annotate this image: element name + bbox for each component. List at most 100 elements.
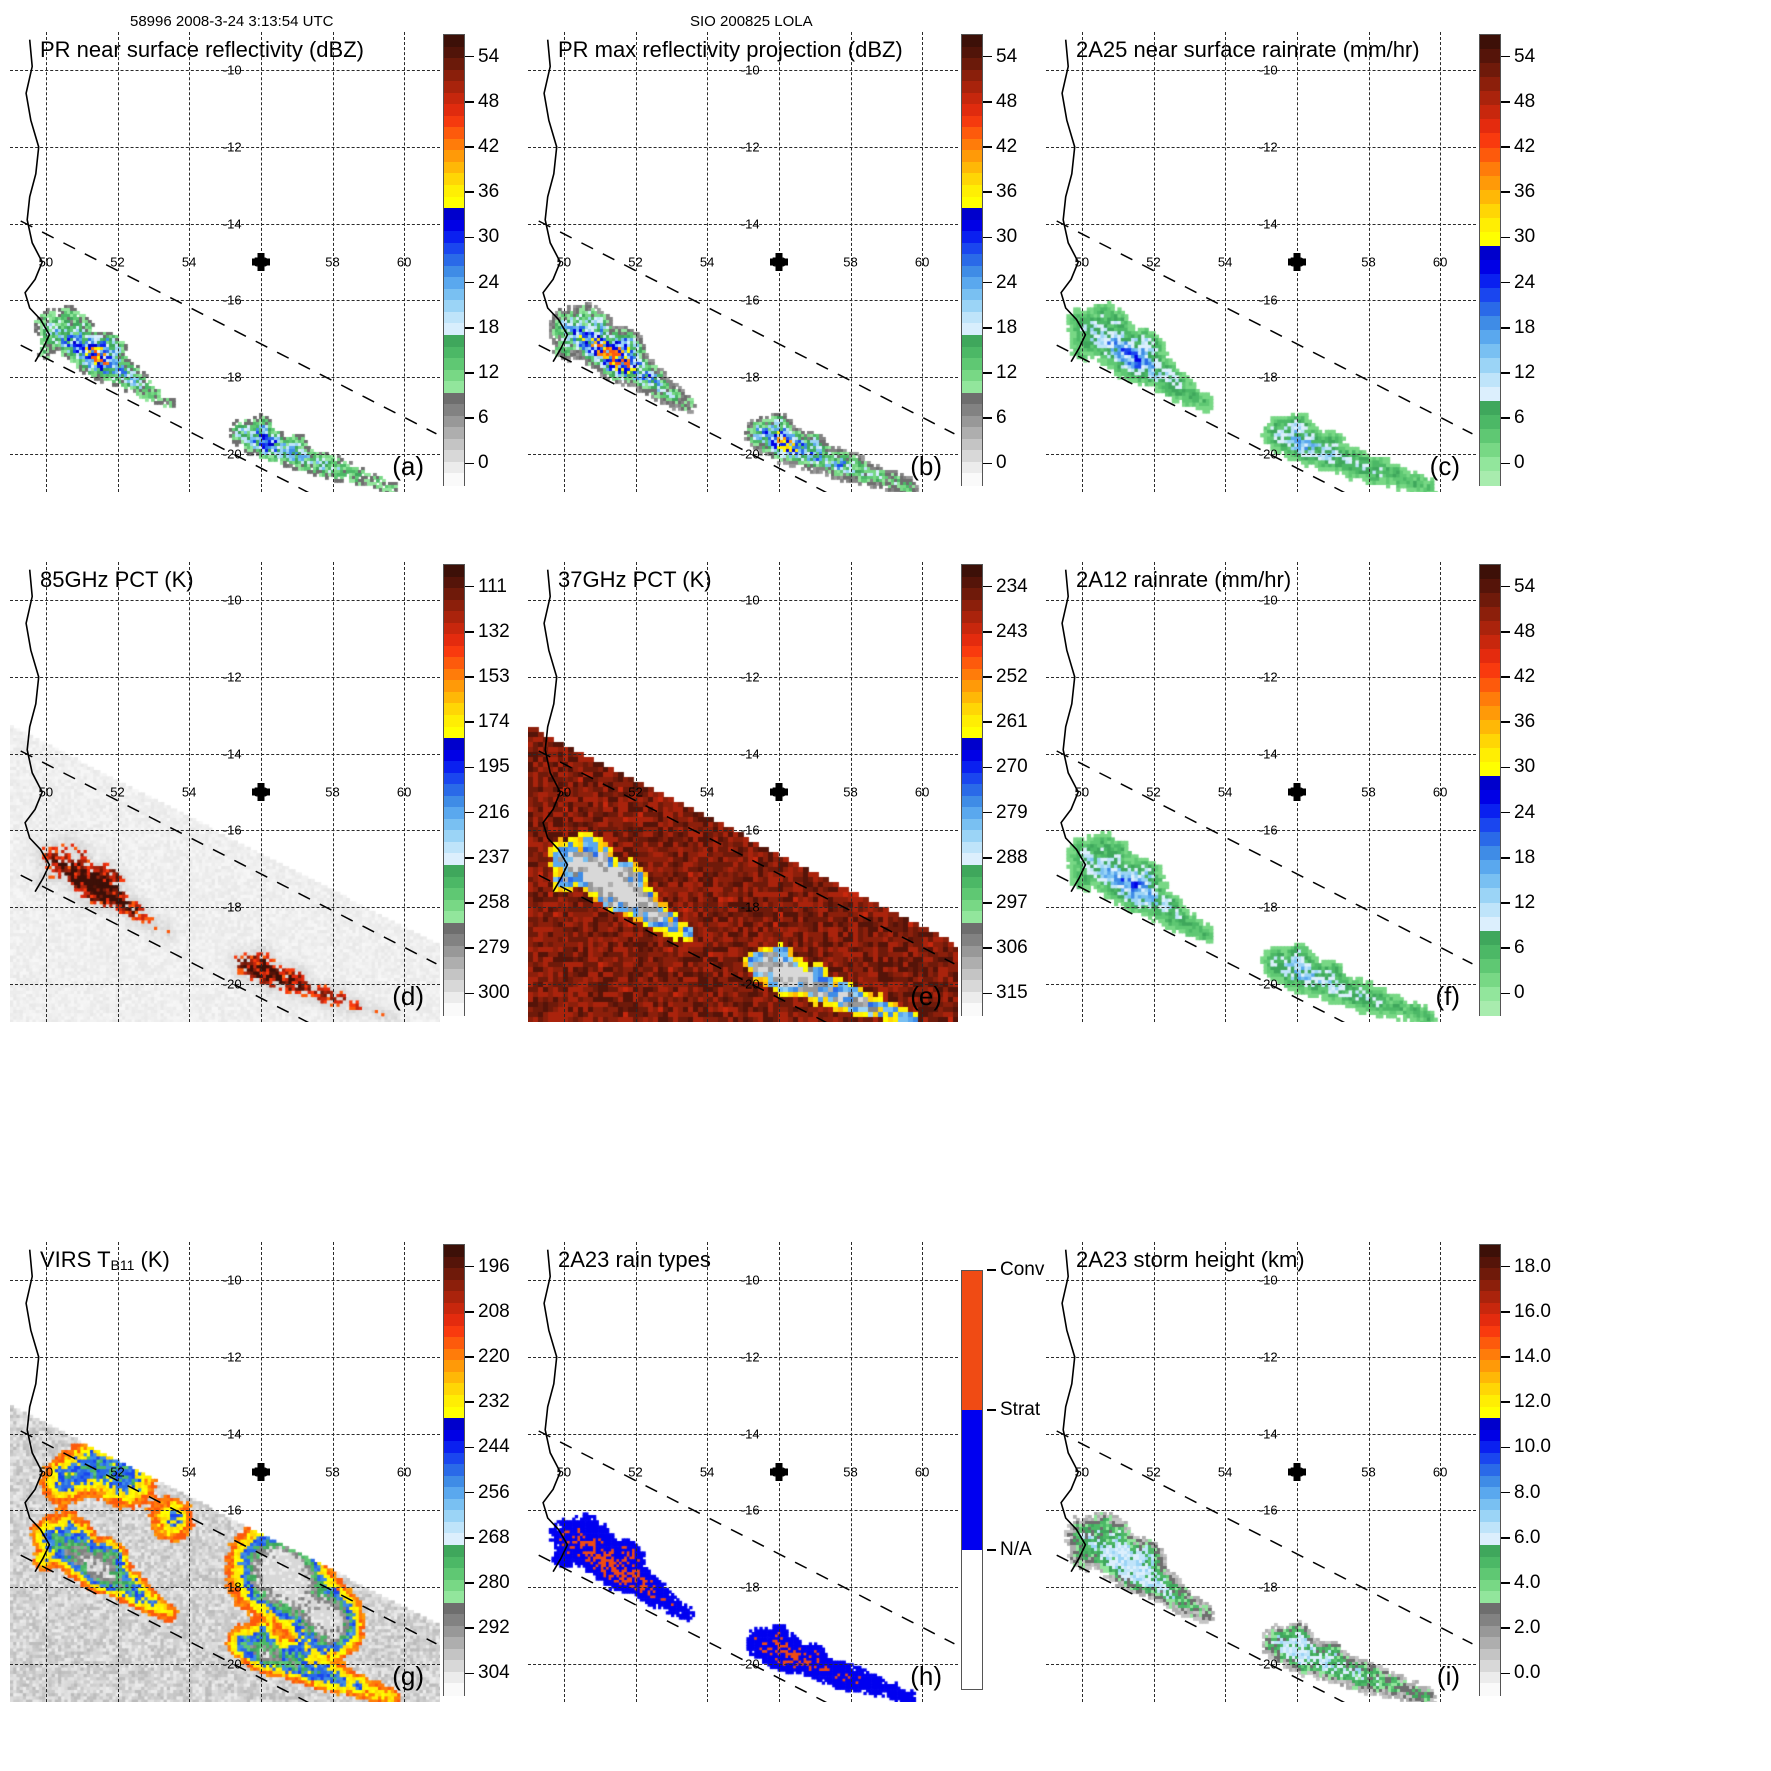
lon-tick-label: 54 bbox=[181, 254, 197, 270]
tick-mark-icon bbox=[1501, 1672, 1510, 1675]
colorbar-segment bbox=[1480, 705, 1500, 721]
lat-tick-label: -12 bbox=[740, 669, 760, 685]
lat-tick-label: -20 bbox=[740, 976, 760, 992]
colorbar-segment bbox=[1480, 1487, 1500, 1500]
colorbar-dbz_60[interactable]: 54 48 42 36 30 24 18 12 6 0 bbox=[443, 34, 499, 486]
colorbar-segment bbox=[1480, 1498, 1500, 1512]
colorbar-segment bbox=[1480, 260, 1500, 275]
colorbar-segment bbox=[962, 404, 982, 417]
data-layer-pr_max_reflectivity_projection bbox=[528, 32, 958, 492]
colorbar-segment bbox=[1480, 1371, 1500, 1385]
colorbar-segment bbox=[1480, 1648, 1500, 1662]
lon-tick-label: 52 bbox=[628, 254, 643, 270]
tick-mark-icon bbox=[983, 721, 992, 723]
panel-title-b: PR max reflectivity projection (dBZ) bbox=[558, 37, 903, 62]
lon-tick-label: 52 bbox=[110, 784, 125, 800]
colorbar-segment bbox=[962, 138, 982, 152]
gridline-lat--10 bbox=[528, 600, 958, 602]
tick-text: N/A bbox=[1000, 1538, 1032, 1560]
colorbar-segment bbox=[444, 668, 464, 682]
tick-mark-icon bbox=[465, 1491, 474, 1494]
plot-area-b[interactable]: 50 52 54 56 58 60 -10 -12 -14 -16 -18 -20 PR max ref… bbox=[528, 32, 958, 492]
tick-text: 153 bbox=[478, 665, 510, 687]
tick-text: 132 bbox=[478, 620, 510, 642]
colorbar-segment bbox=[1480, 1360, 1500, 1373]
plot-area-a[interactable]: 50 52 54 56 58 60 -10 -12 -14 -16 -18 -20 PR near su… bbox=[10, 32, 440, 492]
colorbar-tick-label: 220 bbox=[465, 1346, 510, 1368]
tick-text: 10.0 bbox=[1514, 1436, 1551, 1458]
colorbar-segment bbox=[1480, 916, 1500, 932]
colorbar-tick-label: 18 bbox=[1501, 317, 1535, 339]
colorbar-segment bbox=[444, 1579, 464, 1592]
lon-tick-label: 60 bbox=[1432, 254, 1448, 270]
colorbar-segment bbox=[1480, 663, 1500, 679]
lon-tick-label: 52 bbox=[110, 1464, 125, 1480]
colorbar-pct85[interactable]: 111 132 153 174 195 216 237 258 279 300 bbox=[443, 564, 510, 1016]
lon-tick-label: 52 bbox=[1146, 254, 1161, 270]
colorbar-segment bbox=[1480, 986, 1500, 1002]
tick-mark-icon bbox=[1501, 236, 1510, 239]
colorbar-segment bbox=[962, 807, 982, 820]
colorbar-raintype[interactable]: Conv Strat N/A bbox=[961, 1259, 1044, 1690]
colorbar-tick-label: 243 bbox=[983, 621, 1028, 643]
plot-area-d[interactable]: 50 52 54 56 58 60 -10 -12 -14 -16 -18 -20 85GHz PCT … bbox=[10, 562, 440, 1022]
colorbar-segment bbox=[444, 184, 464, 198]
lat-tick-label: -18 bbox=[740, 369, 760, 385]
colorbar-rain_60[interactable]: 54 48 42 36 30 24 18 12 6 0 bbox=[1479, 34, 1535, 486]
colorbar-rain_60[interactable]: 54 48 42 36 30 24 18 12 6 0 bbox=[1479, 564, 1535, 1016]
colorbar-segment bbox=[444, 1256, 464, 1269]
lon-tick-label: 58 bbox=[325, 254, 340, 270]
tick-mark-icon bbox=[983, 902, 992, 904]
tick-mark-icon bbox=[465, 1672, 474, 1675]
colorbar-segment bbox=[1480, 775, 1500, 791]
colorbar-segment bbox=[1480, 944, 1500, 960]
colorbar-segment bbox=[444, 1406, 464, 1419]
tick-text: 18.0 bbox=[1514, 1255, 1551, 1277]
colorbar-pct37[interactable]: 234 243 252 261 270 279 288 297 306 315 bbox=[961, 564, 1028, 1016]
tick-mark-icon bbox=[1501, 902, 1510, 904]
lon-tick-label: 50 bbox=[38, 254, 54, 270]
lat-tick-label: -10 bbox=[740, 1272, 760, 1288]
panel-label-d: (d) bbox=[392, 981, 424, 1011]
colorbar-stormheight[interactable]: 18.0 16.0 14.0 12.0 10.0 8.0 6.0 4.0 2.0 0.0 bbox=[1479, 1244, 1551, 1696]
tick-text: 18 bbox=[1514, 316, 1536, 338]
colorbar-segment bbox=[1480, 888, 1500, 904]
tick-text: 36 bbox=[1514, 181, 1536, 203]
colorbar-segment bbox=[1480, 1291, 1500, 1304]
plot-area-f[interactable]: 50 52 54 56 58 60 -10 -12 -14 -16 -18 -20 2A12 rainr… bbox=[1046, 562, 1476, 1022]
plot-area-c[interactable]: 50 52 54 56 58 60 -10 -12 -14 -16 -18 -20 2A25 near … bbox=[1046, 32, 1476, 492]
colorbar-segment bbox=[962, 184, 982, 198]
colorbar-segment bbox=[1480, 832, 1500, 848]
colorbar-segment bbox=[444, 588, 464, 601]
plot-area-h[interactable]: 50 52 54 56 58 60 -10 -12 -14 -16 -18 -20 2A23 rain … bbox=[528, 1242, 958, 1702]
colorbar-segment bbox=[444, 300, 464, 313]
tick-mark-icon bbox=[1501, 1536, 1510, 1539]
colorbar-segment bbox=[962, 242, 982, 256]
colorbar-segment bbox=[962, 726, 982, 739]
lat-tick-label: -10 bbox=[222, 592, 242, 608]
colorbar-tick-label: 42 bbox=[1501, 666, 1535, 688]
plot-area-i[interactable]: 50 52 54 56 58 60 -10 -12 -14 -16 -18 -20 2A23 storm… bbox=[1046, 1242, 1476, 1702]
lat-tick-label: -12 bbox=[222, 669, 242, 685]
tick-text: 4.0 bbox=[1514, 1571, 1541, 1593]
colorbar-segment bbox=[444, 115, 464, 129]
lat-tick-label: -20 bbox=[222, 976, 242, 992]
tick-mark-icon bbox=[465, 1582, 474, 1584]
colorbar-dbz_60[interactable]: 54 48 42 36 30 24 18 12 6 0 bbox=[961, 34, 1017, 486]
gridline-lat--10 bbox=[1046, 600, 1476, 602]
lat-tick-label: -14 bbox=[740, 216, 760, 232]
lon-tick-label: 52 bbox=[628, 1464, 643, 1480]
plot-area-g[interactable]: 50 52 54 56 58 60 -10 -12 -14 -16 -18 -20 VIRS TB11 … bbox=[10, 1242, 440, 1702]
plot-area-e[interactable]: 50 52 54 56 58 60 -10 -12 -14 -16 -18 -20 37GHz PCT … bbox=[528, 562, 958, 1022]
tick-mark-icon bbox=[987, 1549, 996, 1551]
colorbar-segment bbox=[444, 334, 464, 348]
colorbar-virs[interactable]: 196 208 220 232 244 256 268 280 292 304 bbox=[443, 1244, 510, 1696]
lat-tick-label: -18 bbox=[1258, 899, 1278, 915]
tick-text: 30 bbox=[478, 226, 500, 248]
tick-text: 270 bbox=[996, 756, 1028, 778]
lon-tick-label: 58 bbox=[325, 784, 340, 800]
colorbar-tick-label: N/A bbox=[987, 1539, 1032, 1561]
lat-tick-label: -14 bbox=[740, 1426, 760, 1442]
tick-text: 0 bbox=[1514, 982, 1525, 1004]
colorbar-segment bbox=[1480, 1637, 1500, 1650]
